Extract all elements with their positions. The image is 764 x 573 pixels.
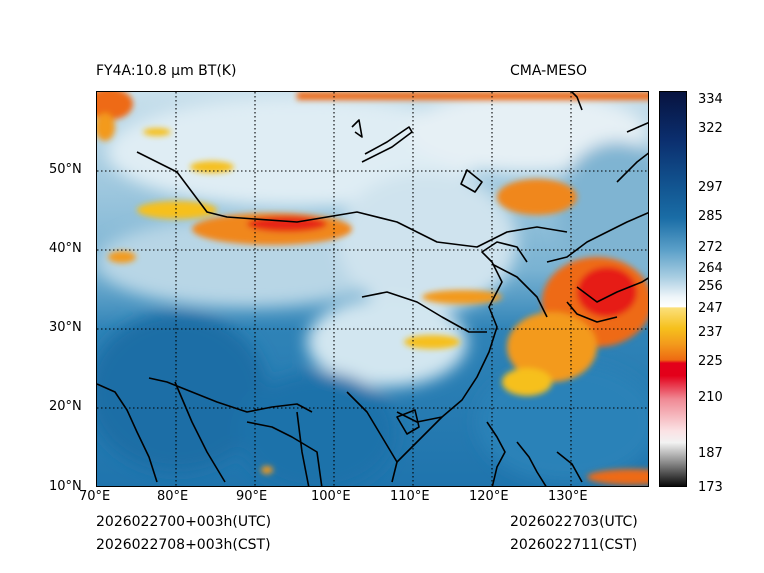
source-label: CMA-MESO: [510, 63, 588, 79]
lat-tick-30: 30°N: [49, 320, 82, 335]
lat-tick-40: 40°N: [49, 241, 82, 256]
lat-tick-10: 10°N: [49, 479, 82, 494]
cbar-tick-210: 210: [698, 390, 723, 405]
lon-tick-110: 110°E: [390, 489, 430, 504]
cbar-tick-237: 237: [698, 325, 723, 340]
colorbar-gradient: [660, 92, 686, 486]
cbar-tick-264: 264: [698, 261, 723, 276]
cbar-tick-297: 297: [698, 180, 723, 195]
lon-tick-70: 70°E: [79, 489, 111, 504]
lon-tick-130: 130°E: [548, 489, 588, 504]
lat-tick-20: 20°N: [49, 399, 82, 414]
init-time-cst: 2026022708+003h(CST): [96, 537, 271, 553]
cbar-tick-173: 173: [698, 480, 723, 495]
lat-tick-50: 50°N: [49, 162, 82, 177]
colorbar: [659, 91, 687, 487]
valid-time-utc: 2026022703(UTC): [510, 514, 638, 530]
lon-tick-80: 80°E: [157, 489, 189, 504]
cbar-tick-187: 187: [698, 446, 723, 461]
satellite-imagery: [97, 92, 648, 486]
lon-tick-90: 90°E: [236, 489, 268, 504]
product-title: FY4A:10.8 µm BT(K): [96, 63, 237, 79]
cbar-tick-285: 285: [698, 209, 723, 224]
cbar-tick-272: 272: [698, 240, 723, 255]
lon-tick-120: 120°E: [469, 489, 509, 504]
init-time-utc: 2026022700+003h(UTC): [96, 514, 272, 530]
cbar-tick-247: 247: [698, 301, 723, 316]
cbar-tick-256: 256: [698, 279, 723, 294]
cbar-tick-322: 322: [698, 121, 723, 136]
satellite-map: [96, 91, 649, 487]
cbar-tick-334: 334: [698, 92, 723, 107]
lon-tick-100: 100°E: [311, 489, 351, 504]
valid-time-cst: 2026022711(CST): [510, 537, 638, 553]
cbar-tick-225: 225: [698, 354, 723, 369]
